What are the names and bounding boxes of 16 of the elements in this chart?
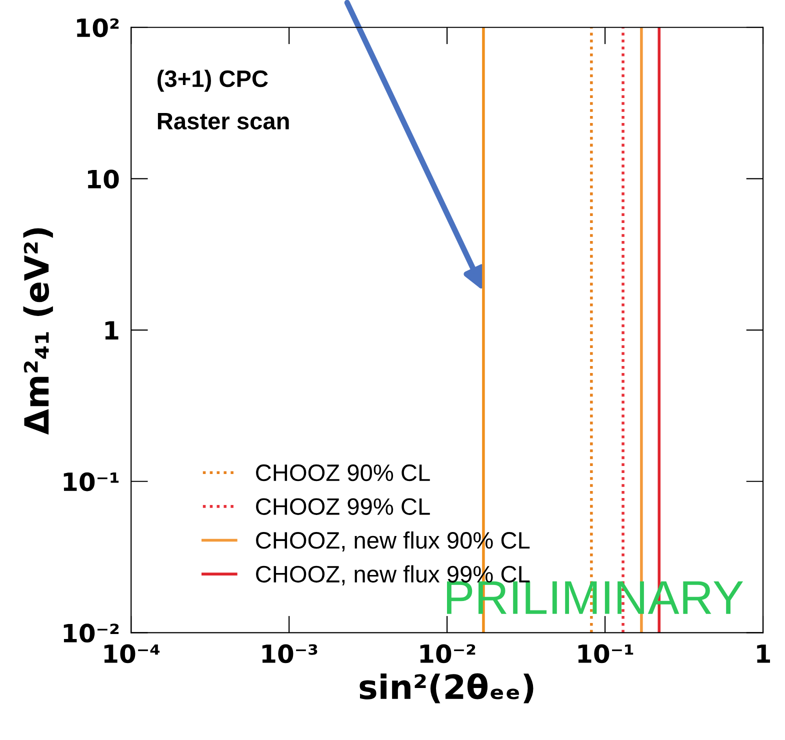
y-tick-label: 10² [77,18,119,38]
legend-label: CHOOZ 90% CL [256,464,430,482]
x-tick-label: 10⁻⁴ [104,644,160,664]
legend-label: CHOOZ 99% CL [256,498,430,515]
y-tick-label: 10 [88,170,119,189]
y-tick-label: 10⁻² [64,624,119,643]
annotation: Raster scan [158,112,289,130]
annotation: (3+1) CPC [158,70,268,92]
y-axis-title: Δm²₄₁ (eV²) [23,228,53,435]
x-tick-label: 10⁻² [420,644,476,664]
x-tick-label: 10⁻³ [262,644,318,664]
y-tick-label: 1 [105,321,118,340]
x-axis-title: sin²(2θₑₑ) [360,673,534,704]
x-tick-label: 1 [757,644,770,663]
y-tick-label: 10⁻¹ [64,472,119,492]
x-tick-label: 10⁻¹ [578,644,634,664]
